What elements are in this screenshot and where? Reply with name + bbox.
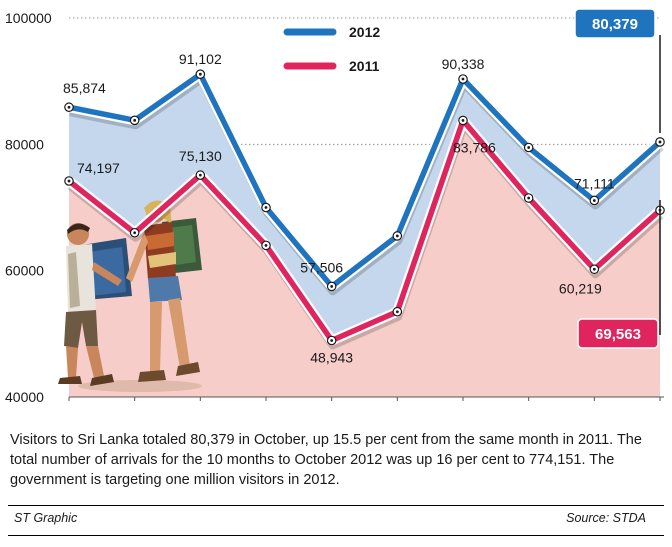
callout-text-2011: 69,563 [595, 326, 641, 343]
data-point-dot-2012 [395, 234, 399, 238]
footer-rule-bottom [8, 535, 664, 536]
callout-box-2012 [574, 8, 656, 39]
data-point-dot-2012 [527, 146, 531, 149]
data-point-dot-2012 [133, 118, 137, 122]
x-tick-label: Apr [255, 407, 277, 410]
x-tick-label: Oct [647, 407, 669, 410]
area-below-2011 [69, 120, 660, 398]
x-tick-label: Feb [123, 407, 147, 410]
hikers-illustration [58, 200, 202, 392]
source-credit: Source: STDA [566, 511, 646, 525]
data-label-2011: 48,943 [310, 350, 353, 366]
line-chart: 85,874 91,102 57,506 90,338 71,111 74,197 75,1… [5, 8, 669, 410]
data-label-2012: 85,874 [63, 80, 106, 96]
data-point-dot-2011 [133, 231, 137, 235]
data-point-dot-2011 [330, 339, 334, 342]
data-point-dot-2012 [658, 140, 662, 144]
y-tick-label: 80000 [5, 136, 44, 152]
data-label-2011: 60,219 [559, 280, 602, 296]
series-line-2012 [66, 71, 663, 290]
chart-points [64, 69, 665, 346]
data-point-dot-2011 [527, 196, 531, 200]
data-point-dot-2011 [395, 310, 399, 314]
x-tick-label: May [318, 407, 344, 410]
data-point-dot-2011 [67, 179, 71, 183]
data-label-2012: 71,111 [574, 175, 615, 191]
x-tick-label: Mar [188, 407, 212, 410]
data-point-dot-2012 [592, 199, 596, 202]
chart-data-labels: 85,874 91,102 57,506 90,338 71,111 74,197 75,1… [63, 51, 615, 365]
data-point-dot-2011 [461, 119, 465, 122]
footer-rule-top [8, 505, 664, 506]
legend-label-2012: 2012 [349, 24, 380, 40]
data-label-2012: 91,102 [179, 51, 222, 67]
y-tick-label: 40000 [5, 389, 44, 405]
data-label-2012: 90,338 [442, 56, 485, 72]
data-label-2011: 83,786 [453, 139, 496, 155]
data-label-2011: 74,197 [77, 160, 120, 176]
callout-box-2011 [577, 318, 659, 349]
x-tick-label: Jul [454, 407, 472, 410]
y-tick-label: 60000 [5, 263, 44, 279]
area-between-series [69, 74, 660, 341]
chart-axes: 100000 80000 60000 40000 Jan Feb Mar Apr May Jun J… [5, 10, 669, 410]
data-point-dot-2012 [198, 72, 202, 76]
data-point-dot-2012 [461, 77, 465, 81]
chart-lines [65, 69, 664, 350]
data-label-2011: 75,130 [179, 148, 222, 164]
data-point-dot-2011 [264, 244, 268, 247]
legend: 2012 2011 [283, 24, 380, 74]
chart-areas [69, 74, 660, 398]
x-tick-label: Aug [516, 407, 541, 410]
data-point-dot-2011 [592, 267, 596, 271]
callout-text-2012: 80,379 [592, 16, 638, 33]
data-label-2012: 57,506 [300, 259, 343, 275]
y-tick-label: 100000 [5, 10, 52, 26]
data-point-dot-2012 [264, 206, 268, 209]
x-tick-label: Jun [386, 407, 409, 410]
data-point-dot-2011 [198, 173, 202, 177]
callouts: 80,379 69,563 [574, 8, 661, 349]
data-point-dot-2012 [330, 285, 334, 288]
caption-text: Visitors to Sri Lanka totaled 80,379 in … [10, 432, 642, 488]
legend-label-2011: 2011 [349, 58, 380, 74]
graphic-credit: ST Graphic [14, 511, 78, 525]
x-tick-label: Sep [582, 407, 607, 410]
x-tick-label: Jan [58, 407, 81, 410]
series-line-2011 [66, 117, 663, 344]
data-point-dot-2012 [67, 105, 71, 109]
